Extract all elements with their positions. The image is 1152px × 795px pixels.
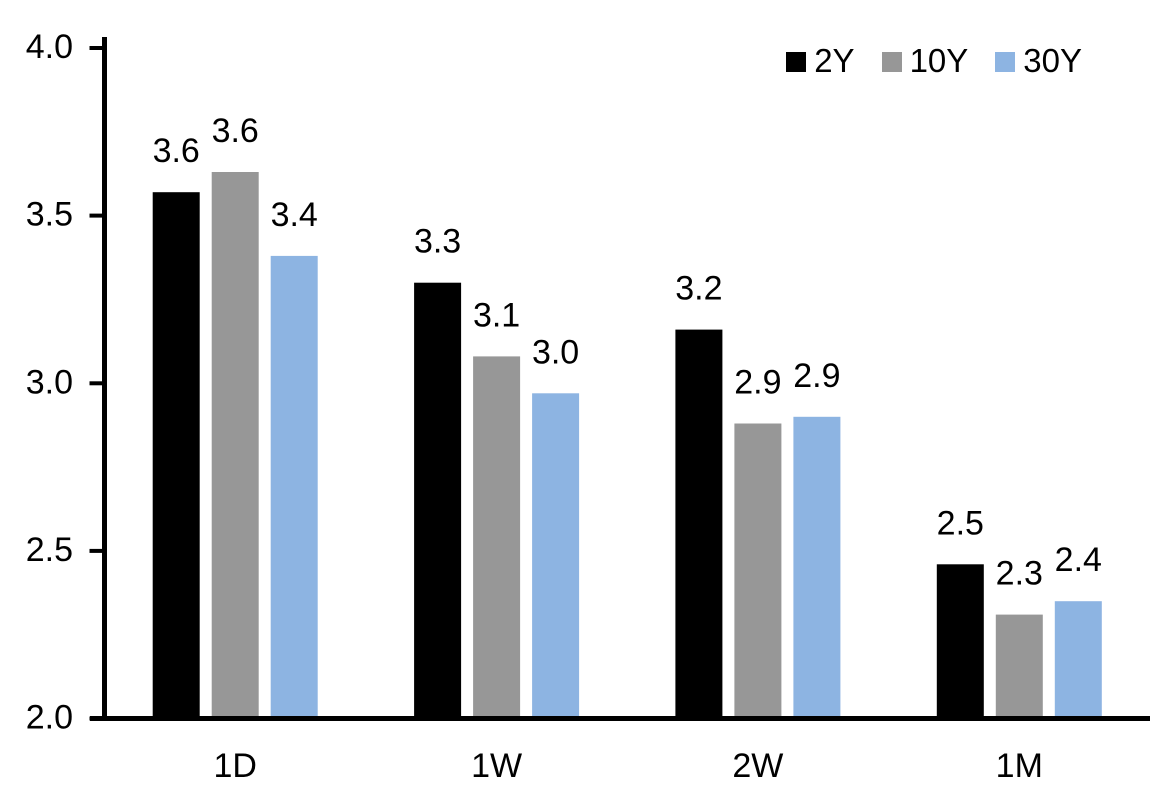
bar-10y-1d [211, 172, 259, 719]
legend-label-30y: 30Y [1023, 41, 1082, 79]
x-tick-label-1m: 1M [996, 747, 1043, 785]
y-tick-label-2-5: 2.5 [26, 531, 73, 569]
bar-value-label-30y-1w: 3.0 [532, 333, 579, 371]
bar-10y-1m [995, 614, 1043, 719]
x-tick-label-1d: 1D [213, 747, 256, 785]
bar-value-label-30y-1d: 3.4 [271, 196, 318, 234]
bar-value-label-10y-1w: 3.1 [473, 296, 520, 334]
legend-item-30y: 30Y [995, 44, 1082, 77]
x-tick-label-2w: 2W [732, 747, 783, 785]
bar-2y-1m [936, 564, 984, 719]
bar-value-label-2y-1m: 2.5 [937, 504, 984, 542]
bar-30y-1d [270, 255, 318, 719]
legend-item-10y: 10Y [881, 41, 969, 79]
bar-value-label-30y-2w: 2.9 [793, 357, 840, 395]
legend-label-10y: 10Y [909, 41, 969, 79]
bar-value-label-10y-2w: 2.9 [734, 364, 781, 402]
bar-30y-1w [532, 393, 580, 719]
legend-item-2y: 2Y [786, 41, 855, 79]
legend-label-2y: 2Y [814, 41, 855, 79]
bar-value-label-10y-1m: 2.3 [996, 555, 1043, 593]
bar-10y-1w [473, 356, 521, 719]
x-tick-label-1w: 1W [471, 747, 522, 785]
bar-30y-2w [793, 416, 841, 719]
y-tick-label-3-5: 3.5 [26, 196, 73, 234]
bar-value-label-2y-1d: 3.6 [153, 132, 200, 170]
bar-value-label-2y-2w: 3.2 [675, 270, 722, 308]
bar-2y-2w [675, 329, 723, 719]
bar-30y-1m [1054, 601, 1102, 719]
y-tick-label-2-0: 2.0 [26, 699, 73, 737]
bar-2y-1d [152, 192, 200, 719]
bar-value-label-2y-1w: 3.3 [414, 223, 461, 261]
chart-legend: 2Y 10Y 30Y [786, 42, 1082, 78]
legend-swatch-2y-icon [786, 52, 807, 72]
legend-swatch-10y-icon [881, 52, 902, 72]
bar-value-label-30y-1m: 2.4 [1055, 541, 1102, 579]
y-tick-label-3-0: 3.0 [26, 363, 73, 401]
legend-swatch-30y-icon [995, 52, 1016, 72]
y-tick-label-4-0: 4.0 [26, 28, 73, 66]
bar-10y-2w [734, 423, 782, 719]
bar-2y-1w [414, 282, 462, 719]
bar-value-label-10y-1d: 3.6 [212, 112, 259, 150]
